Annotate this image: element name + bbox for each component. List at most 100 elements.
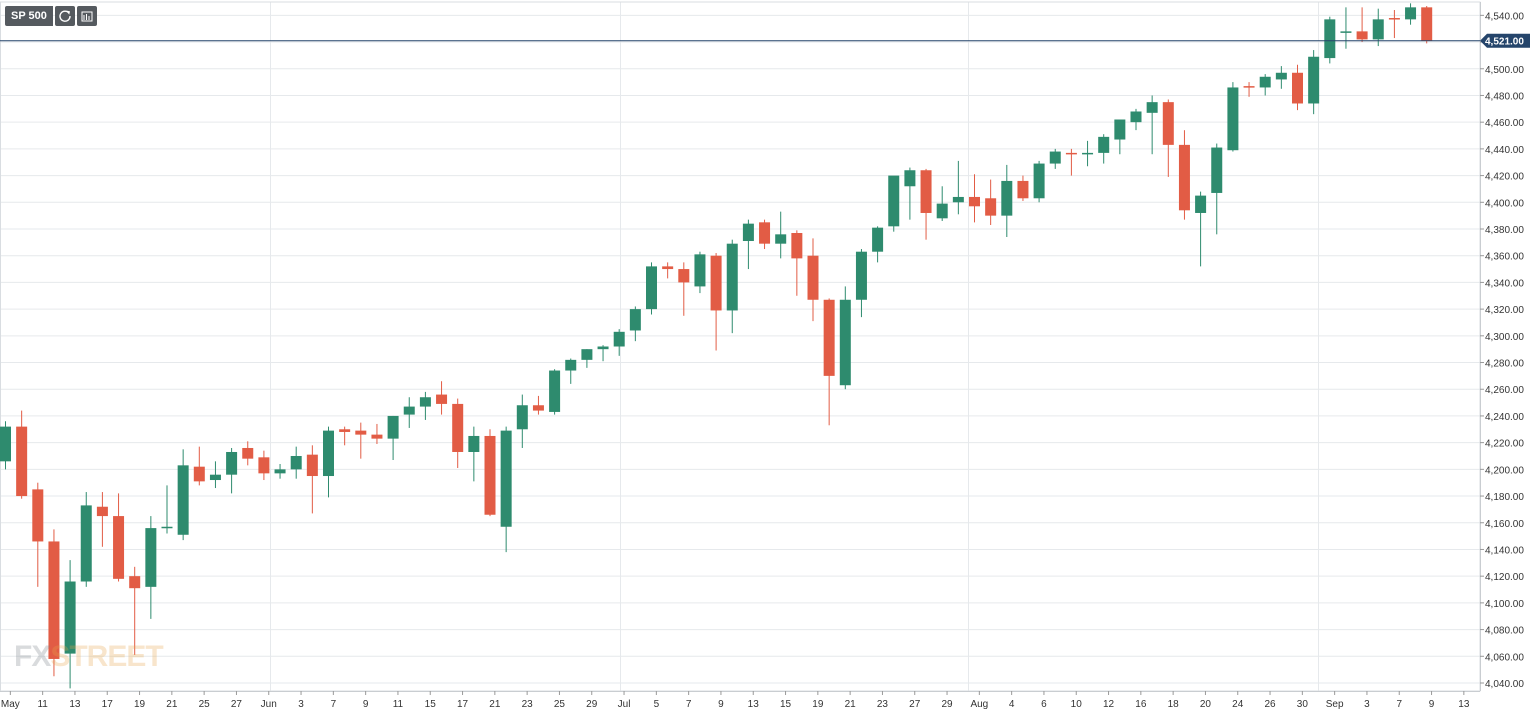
candle-body (678, 269, 690, 283)
candle-body (290, 455, 302, 470)
candle-body (1388, 18, 1400, 20)
y-tick-label: 4,100.00 (1485, 599, 1524, 610)
x-tick-label: Aug (970, 699, 988, 710)
x-tick-label: 20 (1200, 699, 1212, 710)
candle-body (1033, 163, 1045, 199)
candle-body (371, 434, 383, 439)
candle-body (807, 255, 819, 300)
x-axis: May 11 13 17 19 21 25 27 Jun 3 7 9 11 15 17 21 23 25 29 Jul… (0, 691, 1480, 710)
candle-body (0, 426, 11, 462)
candle-body (613, 331, 625, 347)
y-tick-label: 4,500.00 (1485, 65, 1524, 76)
candle-body (969, 196, 980, 207)
y-tick-label: 4,460.00 (1485, 118, 1524, 129)
candle-body (1082, 152, 1094, 155)
x-tick-label: 27 (231, 699, 243, 710)
candle-body (16, 426, 28, 497)
refresh-icon[interactable] (54, 6, 75, 26)
candle-body (1356, 31, 1368, 40)
candles (0, 3, 1433, 689)
candle-body (694, 254, 706, 287)
x-tick-label: 11 (393, 699, 404, 710)
x-tick-label: 16 (1135, 699, 1147, 710)
candle-body (32, 489, 44, 542)
candle-body (710, 255, 722, 311)
x-tick-label: 13 (748, 699, 760, 710)
candle-body (1098, 136, 1110, 153)
x-tick-label: 23 (522, 699, 534, 710)
candle-body (1211, 147, 1223, 193)
y-tick-label: 4,120.00 (1485, 572, 1524, 583)
x-tick-label: 6 (1041, 699, 1047, 710)
last-price-label: 4,521.00 (1485, 37, 1524, 48)
y-tick-label: 4,200.00 (1485, 465, 1524, 476)
candle-body (1405, 7, 1417, 20)
x-tick-label: 7 (1396, 699, 1402, 710)
candle-body (339, 429, 351, 432)
candle-body (1001, 180, 1013, 216)
y-tick-label: 4,440.00 (1485, 145, 1524, 156)
candle-body (1308, 56, 1320, 104)
x-tick-label: 17 (102, 699, 114, 710)
x-tick-label: 17 (457, 699, 469, 710)
candle-body (355, 430, 367, 435)
candle-body (80, 505, 92, 582)
candle-body (1275, 72, 1287, 80)
x-tick-label: 30 (1297, 699, 1309, 710)
candle-body (500, 430, 512, 527)
candle-body (516, 405, 528, 430)
x-tick-label: 15 (425, 699, 437, 710)
chart-indicators-icon[interactable] (76, 6, 97, 26)
candle-body (1372, 19, 1384, 40)
x-tick-label: 3 (1364, 699, 1370, 710)
candle-body (759, 222, 771, 244)
candle-body (1178, 144, 1190, 211)
candle-body (839, 299, 851, 386)
symbol-label[interactable]: SP 500 (5, 6, 53, 26)
x-tick-label: 21 (166, 699, 178, 710)
x-tick-label: 7 (331, 699, 337, 710)
candle-body (565, 359, 577, 371)
candle-body (888, 175, 900, 227)
candle-body (742, 223, 754, 242)
candle-body (1227, 87, 1239, 151)
candle-body (209, 474, 221, 481)
x-tick-label: 3 (298, 699, 304, 710)
plot-frame (0, 1, 1481, 692)
candle-body (581, 349, 593, 360)
candle-body (1195, 195, 1207, 213)
candle-body (1130, 111, 1142, 123)
candle-body (1243, 86, 1255, 88)
candle-body (64, 581, 76, 654)
candle-body (177, 465, 189, 535)
chart-toolbar: SP 500 (5, 6, 97, 26)
y-tick-label: 4,320.00 (1485, 305, 1524, 316)
candle-body (274, 469, 286, 474)
x-tick-label: 18 (1168, 699, 1180, 710)
x-tick-label: 10 (1071, 699, 1083, 710)
x-tick-label: 19 (134, 699, 146, 710)
x-tick-label: 7 (686, 699, 692, 710)
y-tick-label: 4,300.00 (1485, 332, 1524, 343)
x-tick-label: Sep (1326, 699, 1344, 710)
y-tick-label: 4,240.00 (1485, 412, 1524, 423)
y-axis: 4,040.00 4,060.00 4,080.00 4,100.00 4,120.00… (1480, 2, 1530, 691)
candle-body (113, 516, 125, 579)
x-tick-label: 19 (812, 699, 824, 710)
candle-body (419, 397, 431, 407)
candle-body (96, 506, 108, 517)
y-tick-label: 4,040.00 (1485, 679, 1524, 690)
candle-body (1065, 152, 1077, 155)
x-tick-label: 29 (586, 699, 598, 710)
candle-body (193, 466, 205, 482)
candle-body (1162, 102, 1174, 145)
y-tick-label: 4,480.00 (1485, 91, 1524, 102)
candle-body (855, 251, 867, 300)
candle-body (129, 576, 141, 589)
candle-body (662, 266, 674, 270)
x-tick-label: 25 (199, 699, 211, 710)
candle-body (532, 405, 544, 411)
candle-body (549, 370, 561, 412)
candle-body (1292, 72, 1303, 104)
candle-body (387, 415, 399, 439)
